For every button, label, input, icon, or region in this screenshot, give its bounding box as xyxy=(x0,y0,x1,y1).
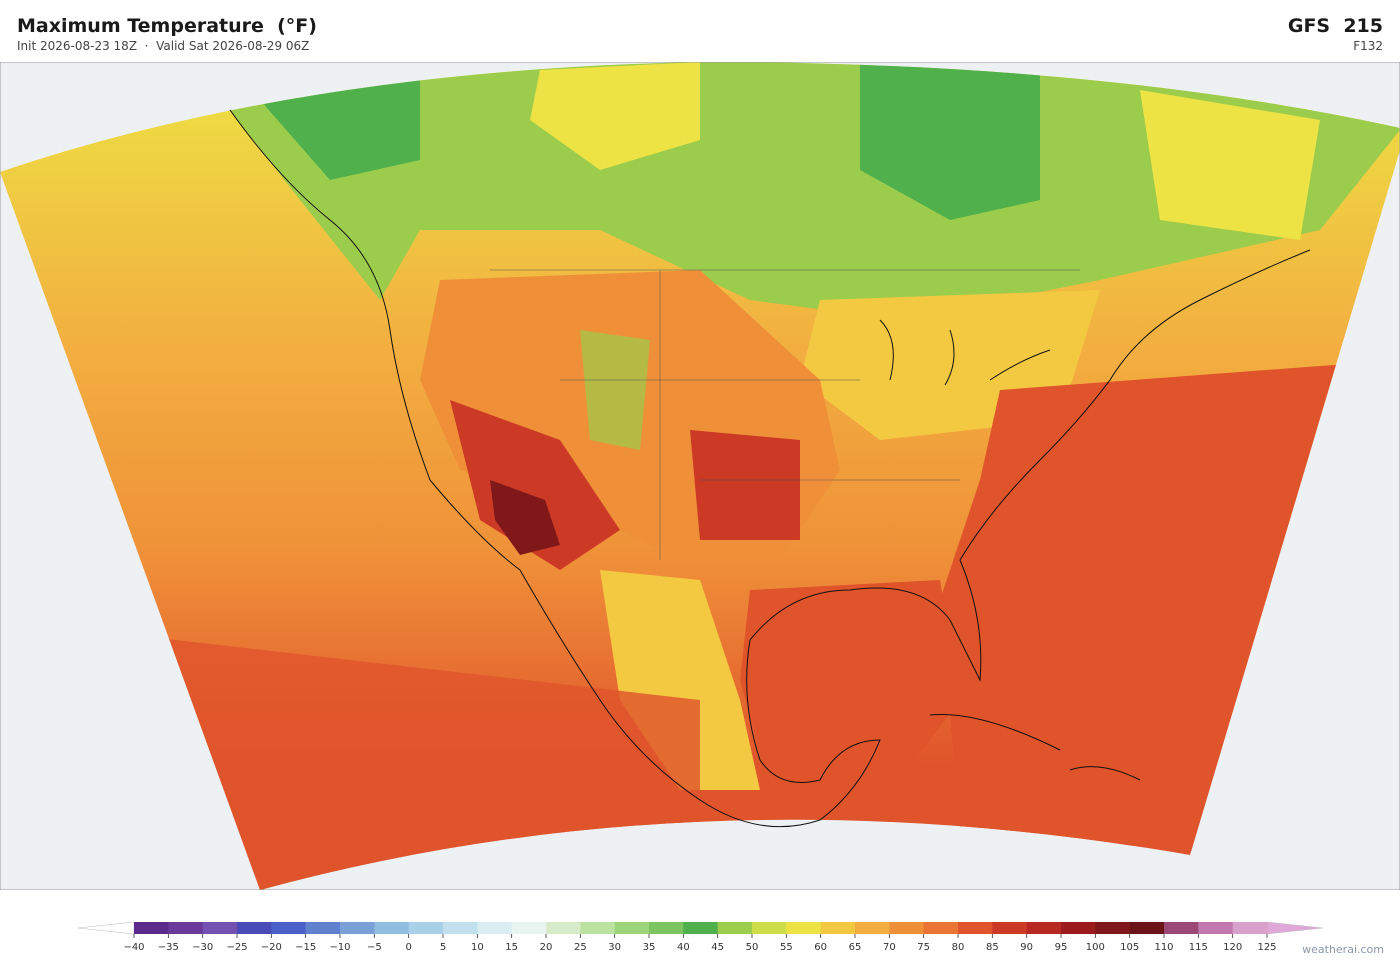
colorbar-segment xyxy=(649,922,684,934)
map-title: Maximum Temperature (°F) xyxy=(17,15,317,37)
colorbar-tick-label: −10 xyxy=(329,942,350,953)
colorbar-tick-label: 0 xyxy=(405,942,411,953)
colorbar-segment xyxy=(1232,922,1268,934)
colorbar-segment xyxy=(855,922,890,934)
colorbar-tick-label: 105 xyxy=(1120,942,1139,953)
colorbar-tick-label: 120 xyxy=(1223,942,1242,953)
colorbar-segment xyxy=(1164,922,1199,934)
colorbar-segment xyxy=(408,922,444,934)
model-name: GFS 215 xyxy=(1287,15,1383,37)
colorbar-segment xyxy=(614,922,650,934)
colorbar-segment xyxy=(202,922,238,934)
colorbar-segment xyxy=(1026,922,1062,934)
colorbar-tick-label: 50 xyxy=(746,942,759,953)
colorbar: −40 −35 −30 −25 −20 −15 −10 −5 0 5 10 15 20 25 30 35 40 4… xyxy=(77,921,1324,953)
colorbar-tick-label: 110 xyxy=(1154,942,1173,953)
colorbar-segment xyxy=(271,922,307,934)
colorbar-segment xyxy=(237,922,272,934)
colorbar-tick-label: 25 xyxy=(574,942,587,953)
forecast-hour: F132 xyxy=(1353,39,1383,53)
colorbar-over xyxy=(1266,921,1324,935)
colorbar-segment xyxy=(889,922,925,934)
colorbar-under xyxy=(77,921,135,935)
colorbar-tick-label: 100 xyxy=(1086,942,1105,953)
colorbar-segment xyxy=(786,922,822,934)
colorbar-tick-label: 45 xyxy=(711,942,724,953)
colorbar-tick-label: 80 xyxy=(952,942,965,953)
colorbar-segment xyxy=(511,922,547,934)
colorbar-segment xyxy=(1095,922,1131,934)
colorbar-segment xyxy=(717,922,753,934)
colorbar-tick-label: 125 xyxy=(1257,942,1276,953)
colorbar-segment xyxy=(546,922,581,934)
colorbar-tick-label: −35 xyxy=(158,942,179,953)
colorbar-segment xyxy=(752,922,787,934)
colorbar-tick-label: 30 xyxy=(608,942,621,953)
colorbar-segment xyxy=(1061,922,1096,934)
colorbar-tick-label: 55 xyxy=(780,942,793,953)
colorbar-segment xyxy=(923,922,959,934)
colorbar-segment xyxy=(477,922,513,934)
colorbar-tick-label: −25 xyxy=(226,942,247,953)
colorbar-segment xyxy=(820,922,856,934)
colorbar-tick-label: 40 xyxy=(677,942,690,953)
colorbar-tick-label: 15 xyxy=(505,942,518,953)
colorbar-tick-label: 90 xyxy=(1020,942,1033,953)
colorbar-segment xyxy=(340,922,375,934)
colorbar-tick-label: −20 xyxy=(261,942,282,953)
colorbar-tick-label: 75 xyxy=(917,942,930,953)
colorbar-segment xyxy=(443,922,478,934)
map xyxy=(0,62,1400,890)
coastlines xyxy=(229,109,1311,828)
colorbar-tick-label: −5 xyxy=(367,942,382,953)
colorbar-segment xyxy=(1198,922,1234,934)
map-subtitle: Init 2026-08-23 18Z · Valid Sat 2026-08-… xyxy=(17,39,310,53)
colorbar-tick-label: 70 xyxy=(883,942,896,953)
colorbar-segment xyxy=(992,922,1028,934)
colorbar-tick-label: −30 xyxy=(192,942,213,953)
colorbar-tick-label: 95 xyxy=(1055,942,1068,953)
watermark: weatherai.com xyxy=(1302,943,1384,956)
colorbar-tick-label: 60 xyxy=(814,942,827,953)
colorbar-segment xyxy=(134,922,169,934)
colorbar-segment xyxy=(374,922,410,934)
colorbar-tick-label: 65 xyxy=(849,942,862,953)
colorbar-segment xyxy=(683,922,719,934)
colorbar-tick-label: −40 xyxy=(123,942,144,953)
colorbar-segment xyxy=(1129,922,1165,934)
colorbar-tick-label: 85 xyxy=(986,942,999,953)
colorbar-tick-label: 20 xyxy=(540,942,553,953)
colorbar-segment xyxy=(305,922,341,934)
colorbar-tick-label: 35 xyxy=(643,942,656,953)
colorbar-tick-label: 10 xyxy=(471,942,484,953)
colorbar-segment xyxy=(580,922,616,934)
colorbar-tick-label: −15 xyxy=(295,942,316,953)
colorbar-tick-label: 115 xyxy=(1189,942,1208,953)
colorbar-tick-label: 5 xyxy=(440,942,446,953)
colorbar-segment xyxy=(958,922,993,934)
colorbar-segment xyxy=(168,922,204,934)
